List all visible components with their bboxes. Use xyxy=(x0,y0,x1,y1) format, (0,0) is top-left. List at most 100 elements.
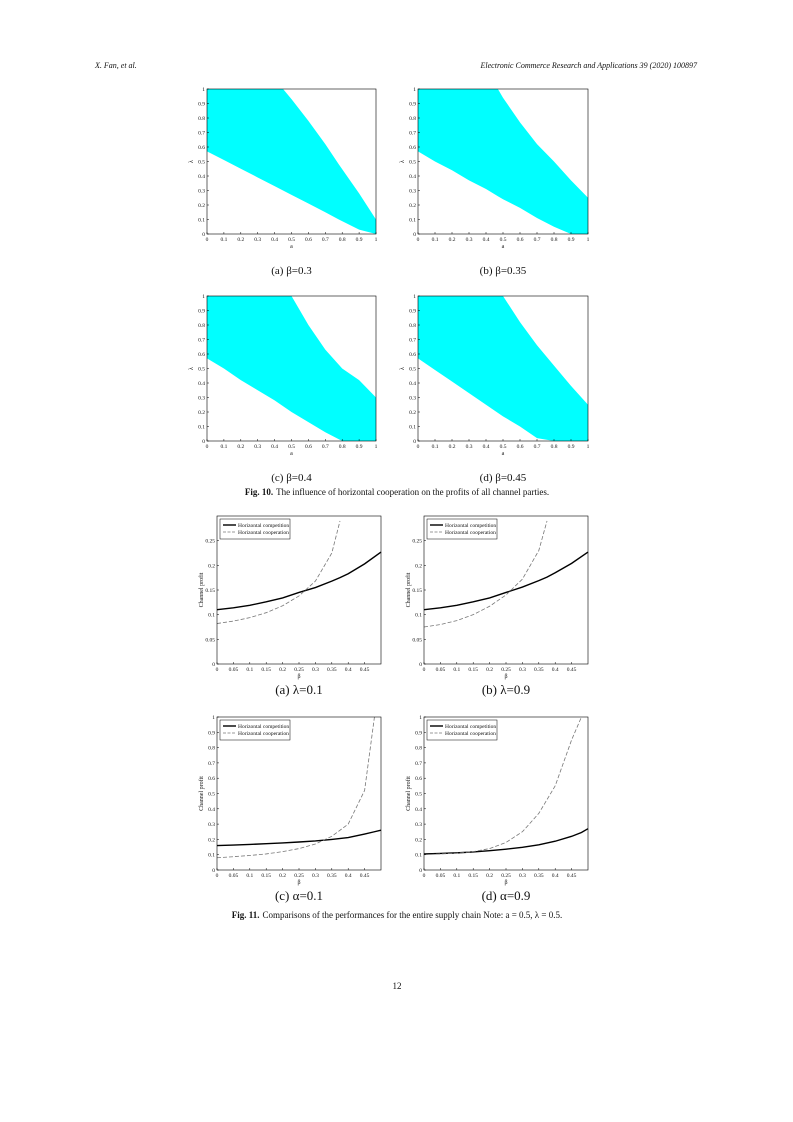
y-tick-label: 0.4 xyxy=(198,381,205,387)
legend-box xyxy=(219,719,291,741)
y-tick-label: 0.9 xyxy=(198,309,205,315)
x-tick-label: 0.2 xyxy=(449,237,456,243)
x-tick-label: 0.2 xyxy=(237,444,244,450)
x-tick-label: 0.3 xyxy=(519,667,526,673)
x-tick-label: 0.15 xyxy=(468,873,478,879)
series-line xyxy=(423,551,589,611)
subcaption: (b) β=0.35 xyxy=(480,265,527,277)
x-tick-label: 0.35 xyxy=(534,667,544,673)
x-tick-label: 0.35 xyxy=(327,667,337,673)
legend-label: Horizontal cooperation xyxy=(238,731,289,737)
x-tick-label: 0.5 xyxy=(288,444,295,450)
x-tick-label: 0.15 xyxy=(261,873,271,879)
x-tick-label: 0.9 xyxy=(356,444,363,450)
series-line xyxy=(216,716,375,859)
y-tick-label: 0.1 xyxy=(198,425,205,431)
x-tick-label: 0.25 xyxy=(294,873,304,879)
y-tick-label: 0 xyxy=(413,439,416,445)
x-axis-label: a xyxy=(290,244,293,250)
y-tick-label: 0.8 xyxy=(198,323,205,329)
running-author: X. Fan, et al. xyxy=(94,61,137,70)
plot-background xyxy=(424,516,588,664)
y-tick-label: 0.4 xyxy=(409,381,416,387)
y-tick-label: 1 xyxy=(413,87,416,93)
y-tick-label: 0.6 xyxy=(198,145,205,151)
x-tick-label: 0.1 xyxy=(432,237,439,243)
y-axis-label: Channel profit xyxy=(198,776,205,811)
chart: 0 0.1 0.2 0.3 0.4 0.5 0.6 0.7 0.8 0.9 1 0 0.1 0.2 0.3 0… xyxy=(189,87,378,277)
x-tick-label: 0.2 xyxy=(486,873,493,879)
y-tick-label: 0.7 xyxy=(208,761,215,767)
y-tick-label: 0.7 xyxy=(409,131,416,137)
series-line xyxy=(423,520,548,628)
y-tick-label: 0.6 xyxy=(208,776,215,782)
subcaption: (c) β=0.4 xyxy=(271,472,312,484)
y-tick-label: 0.2 xyxy=(198,410,205,416)
y-tick-label: 0.3 xyxy=(198,189,205,195)
x-tick-label: 0.3 xyxy=(254,237,261,243)
y-tick-label: 1 xyxy=(202,87,205,93)
x-tick-label: 0.6 xyxy=(517,444,524,450)
y-axis-label: λ xyxy=(400,367,406,370)
x-tick-label: 0.15 xyxy=(261,667,271,673)
x-tick-label: 0.7 xyxy=(322,237,329,243)
y-tick-label: 0.1 xyxy=(415,613,422,619)
figure-text: The influence of horizontal cooperation … xyxy=(276,487,549,497)
x-tick-label: 0.4 xyxy=(271,444,278,450)
x-tick-label: 0 xyxy=(423,873,426,879)
y-tick-label: 0.9 xyxy=(409,102,416,108)
chart: 0 0.1 0.2 0.3 0.4 0.5 0.6 0.7 0.8 0.9 1 0 0.1 0.2 0.3 0… xyxy=(189,294,378,484)
series-line xyxy=(423,716,582,856)
x-axis-label: a xyxy=(502,451,505,457)
y-tick-label: 0 xyxy=(212,868,215,874)
y-tick-label: 0.2 xyxy=(409,410,416,416)
subcaption: (a) β=0.3 xyxy=(271,265,312,277)
subcaption: (a) λ=0.1 xyxy=(275,682,323,697)
series-line xyxy=(216,829,382,847)
x-tick-label: 0.5 xyxy=(500,237,507,243)
x-axis-label: β xyxy=(504,674,507,680)
x-axis-label: a xyxy=(290,451,293,457)
x-tick-label: 0.1 xyxy=(220,237,227,243)
x-axis-label: a xyxy=(502,244,505,250)
x-tick-label: 0.8 xyxy=(551,444,558,450)
y-tick-label: 0.4 xyxy=(415,807,422,813)
series-line xyxy=(216,551,382,611)
y-tick-label: 0.1 xyxy=(198,218,205,224)
x-tick-label: 0.6 xyxy=(517,237,524,243)
x-tick-label: 0.8 xyxy=(551,237,558,243)
y-axis-label: λ xyxy=(189,160,195,163)
y-tick-label: 0.7 xyxy=(409,338,416,344)
y-tick-label: 0.1 xyxy=(409,425,416,431)
y-tick-label: 0 xyxy=(413,232,416,238)
y-tick-label: 0.5 xyxy=(198,367,205,373)
x-tick-label: 0.45 xyxy=(567,873,577,879)
x-tick-label: 0.3 xyxy=(254,444,261,450)
x-tick-label: 0.9 xyxy=(356,237,363,243)
y-tick-label: 1 xyxy=(202,294,205,300)
y-tick-label: 0.6 xyxy=(415,776,422,782)
y-axis-label: λ xyxy=(189,367,195,370)
x-tick-label: 0.6 xyxy=(305,237,312,243)
x-tick-label: 0.05 xyxy=(229,873,239,879)
y-tick-label: 1 xyxy=(212,715,215,721)
y-axis-label: Channel profit xyxy=(198,572,205,607)
x-tick-label: 0.45 xyxy=(360,667,370,673)
y-tick-label: 0.2 xyxy=(208,837,215,843)
y-tick-label: 0.05 xyxy=(205,637,215,643)
x-tick-label: 0.1 xyxy=(246,667,253,673)
x-tick-label: 0.9 xyxy=(568,237,575,243)
x-tick-label: 1 xyxy=(375,237,378,243)
feasible-region xyxy=(207,89,376,234)
x-tick-label: 0.4 xyxy=(552,667,559,673)
subcaption: (c) α=0.1 xyxy=(275,888,323,903)
x-tick-label: 0.05 xyxy=(229,667,239,673)
legend-label: Horizontal competition xyxy=(238,523,289,529)
x-tick-label: 1 xyxy=(375,444,378,450)
figure-label: Fig. 10. xyxy=(245,487,273,497)
page-number: 12 xyxy=(393,981,402,991)
